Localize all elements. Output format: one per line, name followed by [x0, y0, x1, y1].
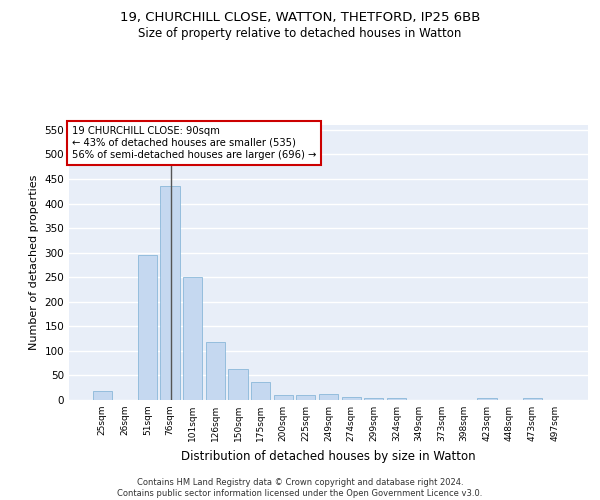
Text: Contains HM Land Registry data © Crown copyright and database right 2024.
Contai: Contains HM Land Registry data © Crown c… [118, 478, 482, 498]
Bar [229, 369, 248, 400]
X-axis label: Distribution of detached houses by size in Watton: Distribution of detached houses by size … [181, 450, 476, 462]
Bar [160, 186, 180, 400]
Y-axis label: Number of detached properties: Number of detached properties [29, 175, 39, 350]
Bar [251, 382, 270, 400]
Text: Size of property relative to detached houses in Watton: Size of property relative to detached ho… [139, 28, 461, 40]
Bar [477, 398, 497, 400]
Bar [523, 398, 542, 400]
Bar [92, 391, 112, 400]
Bar [296, 395, 316, 400]
Bar [138, 255, 157, 400]
Bar [319, 394, 338, 400]
Text: 19, CHURCHILL CLOSE, WATTON, THETFORD, IP25 6BB: 19, CHURCHILL CLOSE, WATTON, THETFORD, I… [120, 11, 480, 24]
Bar [183, 277, 202, 400]
Bar [274, 395, 293, 400]
Text: 19 CHURCHILL CLOSE: 90sqm
← 43% of detached houses are smaller (535)
56% of semi: 19 CHURCHILL CLOSE: 90sqm ← 43% of detac… [71, 126, 316, 160]
Bar [206, 342, 225, 400]
Bar [387, 398, 406, 400]
Bar [364, 398, 383, 400]
Bar [341, 397, 361, 400]
